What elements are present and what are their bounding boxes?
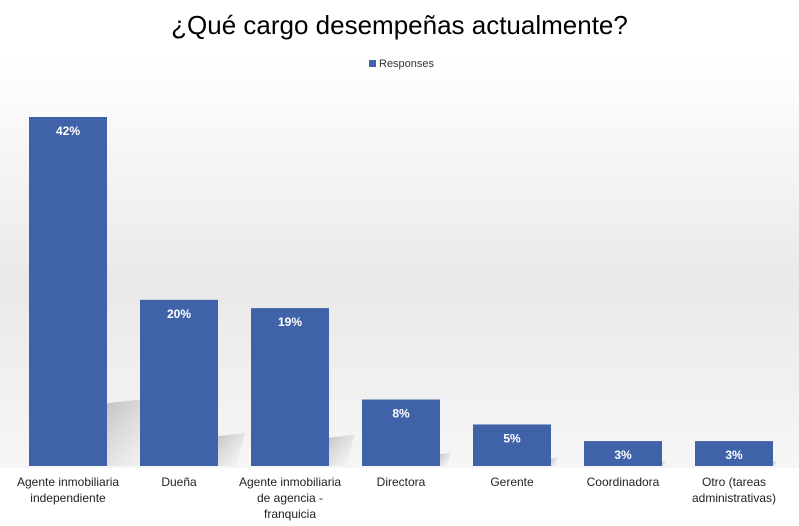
bar-shadow <box>662 461 667 466</box>
bars <box>29 117 773 466</box>
bar <box>140 299 218 466</box>
bar-shadow <box>551 457 558 466</box>
bar <box>695 441 773 466</box>
bar <box>29 117 107 466</box>
category-labels: Agente inmobiliaria independiente Dueña Age… <box>17 475 776 521</box>
legend-swatch <box>369 60 376 67</box>
bar <box>251 308 329 466</box>
legend: Responses <box>369 58 435 70</box>
category-label: Gerente <box>490 475 534 489</box>
bar-shadow <box>218 433 245 466</box>
category-label: Agente inmobiliaria de agencia -franquici… <box>239 475 341 521</box>
data-label: 3% <box>725 448 743 462</box>
data-label: 42% <box>56 124 80 138</box>
bar-shadow <box>329 434 355 466</box>
category-label: Directora <box>377 475 426 489</box>
category-label: Otro (tareas administrativas) <box>692 475 776 505</box>
data-label: 8% <box>392 407 410 421</box>
category-label: Dueña <box>161 475 197 489</box>
data-labels: 42% 20% 19% 8% 5% 3% 3% <box>56 124 743 462</box>
data-label: 3% <box>614 448 632 462</box>
bar <box>584 441 662 466</box>
data-label: 5% <box>503 431 521 445</box>
bar-shadow <box>773 461 778 466</box>
legend-label: Responses <box>379 58 435 70</box>
bar-shadow <box>440 452 451 466</box>
category-label: Agente inmobiliaria independiente <box>17 475 119 505</box>
bar <box>473 424 551 466</box>
category-label: Coordinadora <box>587 475 660 489</box>
chart-title: ¿Qué cargo desempeñas actualmente? <box>171 10 628 40</box>
data-label: 19% <box>278 315 302 329</box>
bar <box>362 399 440 466</box>
data-label: 20% <box>167 307 191 321</box>
